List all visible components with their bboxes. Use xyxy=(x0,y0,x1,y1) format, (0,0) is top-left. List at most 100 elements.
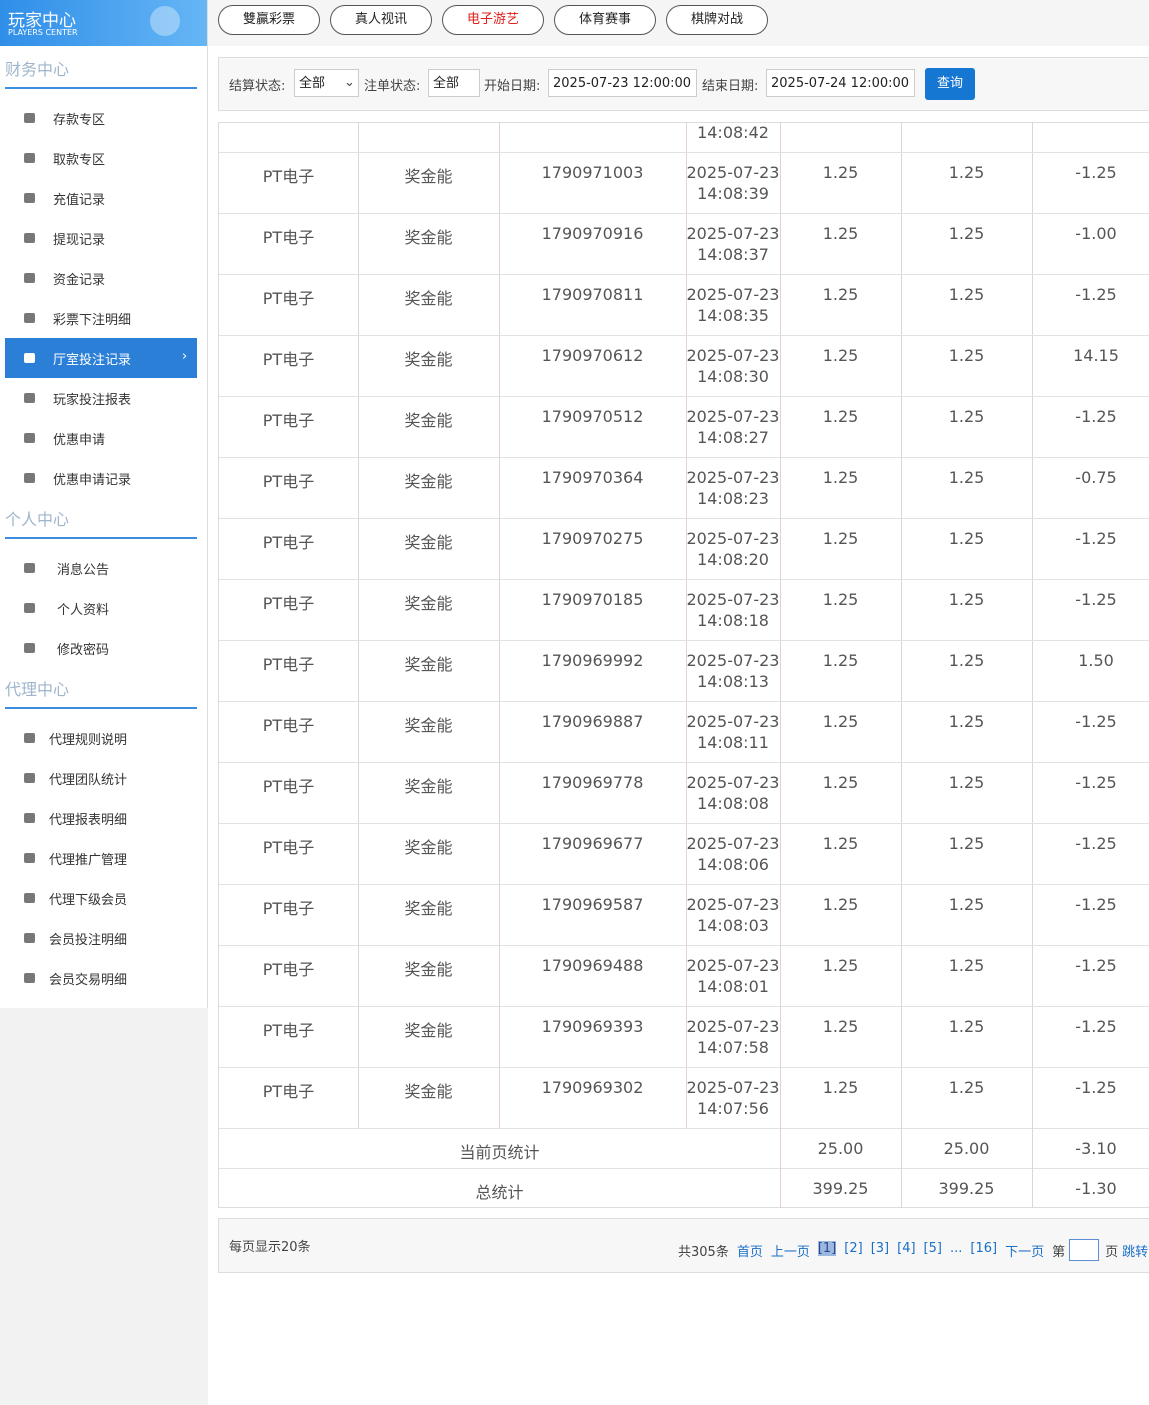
menu-item[interactable]: 优惠申请 xyxy=(53,433,106,448)
logo-icon xyxy=(150,6,180,36)
menu-item[interactable]: 存款专区 xyxy=(53,113,106,128)
cell: -1.25 xyxy=(1075,407,1117,426)
page-link[interactable]: [5] xyxy=(923,1241,942,1256)
menu-item[interactable]: 厅室投注记录 xyxy=(53,353,132,368)
menu-icon xyxy=(24,353,35,363)
menu-item[interactable]: 个人资料 xyxy=(57,603,110,618)
end-input[interactable]: 2025-07-24 12:00:00 xyxy=(766,69,915,97)
menu-item[interactable]: 彩票下注明细 xyxy=(53,313,132,328)
start-input[interactable]: 2025-07-23 12:00:00 xyxy=(548,69,697,97)
cell: 2025-07-23 xyxy=(686,468,780,487)
menu-item[interactable]: 玩家投注报表 xyxy=(53,393,132,408)
cell: PT电子 xyxy=(262,533,315,552)
cell: 奖金能 xyxy=(404,1082,453,1101)
cell: 1.25 xyxy=(948,468,985,487)
menu-item[interactable]: 提现记录 xyxy=(53,233,106,248)
cell: 1.25 xyxy=(822,956,859,975)
filter-label: 开始日期: xyxy=(484,79,541,94)
page-link[interactable]: [16] xyxy=(970,1241,998,1256)
filter-label: 结束日期: xyxy=(702,79,759,94)
cell: 1.25 xyxy=(822,407,859,426)
cell: 25.00 xyxy=(817,1139,864,1158)
page-link[interactable]: 下一页 xyxy=(1005,1245,1045,1260)
cell: PT电子 xyxy=(262,411,315,430)
cell: 奖金能 xyxy=(404,289,453,308)
cell: 1.25 xyxy=(948,590,985,609)
cell: 1790969393 xyxy=(541,1017,644,1036)
nav-tab[interactable]: 雙贏彩票 xyxy=(218,5,320,35)
cell: 14:08:06 xyxy=(697,855,769,874)
menu-icon xyxy=(24,193,35,203)
cell: 14:07:58 xyxy=(697,1038,769,1057)
cell: 2025-07-23 xyxy=(686,1078,780,1097)
cell: 1.25 xyxy=(822,834,859,853)
cell: 14:08:11 xyxy=(697,733,769,752)
menu-item[interactable]: 代理规则说明 xyxy=(49,733,128,748)
cell: 2025-07-23 xyxy=(686,590,780,609)
menu-item[interactable]: 消息公告 xyxy=(57,563,110,578)
cell: 奖金能 xyxy=(404,899,453,918)
page-link[interactable]: [2] xyxy=(844,1241,863,1256)
page-link[interactable]: 上一页 xyxy=(770,1245,810,1260)
cell: 奖金能 xyxy=(404,167,453,186)
cell: 1.25 xyxy=(822,712,859,731)
row-line xyxy=(219,762,1149,763)
cell: 1.25 xyxy=(822,1017,859,1036)
menu-item[interactable]: 资金记录 xyxy=(53,273,106,288)
cell: 1.25 xyxy=(822,651,859,670)
column-line xyxy=(901,1168,902,1208)
page-text: 第 xyxy=(1052,1245,1066,1260)
menu-item[interactable]: 代理下级会员 xyxy=(49,893,128,908)
cell: 奖金能 xyxy=(404,960,453,979)
nav-tab[interactable]: 体育赛事 xyxy=(554,5,656,35)
page-link[interactable]: [3] xyxy=(870,1241,890,1256)
page-input[interactable] xyxy=(1069,1239,1100,1261)
row-line xyxy=(219,152,1149,153)
menu-item[interactable]: 充值记录 xyxy=(53,193,106,208)
total-label: 总统计 xyxy=(475,1183,524,1202)
cell: 奖金能 xyxy=(404,533,453,552)
menu-icon xyxy=(24,973,35,983)
settle-select[interactable]: 全部 xyxy=(294,69,359,97)
cell: 奖金能 xyxy=(404,716,453,735)
cell: -1.25 xyxy=(1075,1078,1117,1097)
cell: 1.25 xyxy=(822,468,859,487)
cell: 14:08:13 xyxy=(697,672,769,691)
nav-tab[interactable]: 真人视讯 xyxy=(330,5,432,35)
section-title: 个人中心 xyxy=(5,510,70,529)
menu-item[interactable]: 会员投注明细 xyxy=(49,933,128,948)
menu-item[interactable]: 优惠申请记录 xyxy=(53,473,132,488)
menu-icon xyxy=(24,893,35,903)
cell: 奖金能 xyxy=(404,228,453,247)
chevron: › xyxy=(182,349,188,364)
jump-link[interactable]: 跳转 xyxy=(1122,1245,1149,1260)
page-link[interactable]: [4] xyxy=(897,1241,916,1256)
menu-item[interactable]: 修改密码 xyxy=(57,643,110,658)
page-link[interactable]: [1] xyxy=(817,1241,837,1256)
cell: 2025-07-23 xyxy=(686,529,780,548)
menu-icon xyxy=(24,603,35,613)
nav-tab[interactable]: 电子游艺 xyxy=(442,5,544,35)
column-line xyxy=(499,122,500,1128)
cell: 1790969488 xyxy=(541,956,644,975)
menu-item[interactable]: 会员交易明细 xyxy=(49,973,128,988)
cell: PT电子 xyxy=(262,228,315,247)
row-line xyxy=(219,518,1149,519)
cell: 1790970275 xyxy=(541,529,644,548)
cell: 奖金能 xyxy=(404,411,453,430)
menu-item[interactable]: 代理团队统计 xyxy=(49,773,128,788)
menu-item[interactable]: 代理报表明细 xyxy=(49,813,128,828)
nav-tab[interactable]: 棋牌对战 xyxy=(666,5,768,35)
cell: 1790969992 xyxy=(541,651,644,670)
cell: 1790969778 xyxy=(541,773,644,792)
cell: PT电子 xyxy=(262,289,315,308)
menu-item[interactable]: 代理推广管理 xyxy=(49,853,128,868)
cell: 14:08:03 xyxy=(697,916,769,935)
page-link[interactable]: 首页 xyxy=(736,1245,763,1260)
query-button[interactable]: 查询 xyxy=(925,68,975,100)
menu-item[interactable]: 取款专区 xyxy=(53,153,106,168)
cell: 2025-07-23 xyxy=(686,773,780,792)
page-link[interactable]: ... xyxy=(949,1241,963,1256)
order-select[interactable]: 全部 xyxy=(428,69,480,97)
cell: 1790970185 xyxy=(541,590,644,609)
